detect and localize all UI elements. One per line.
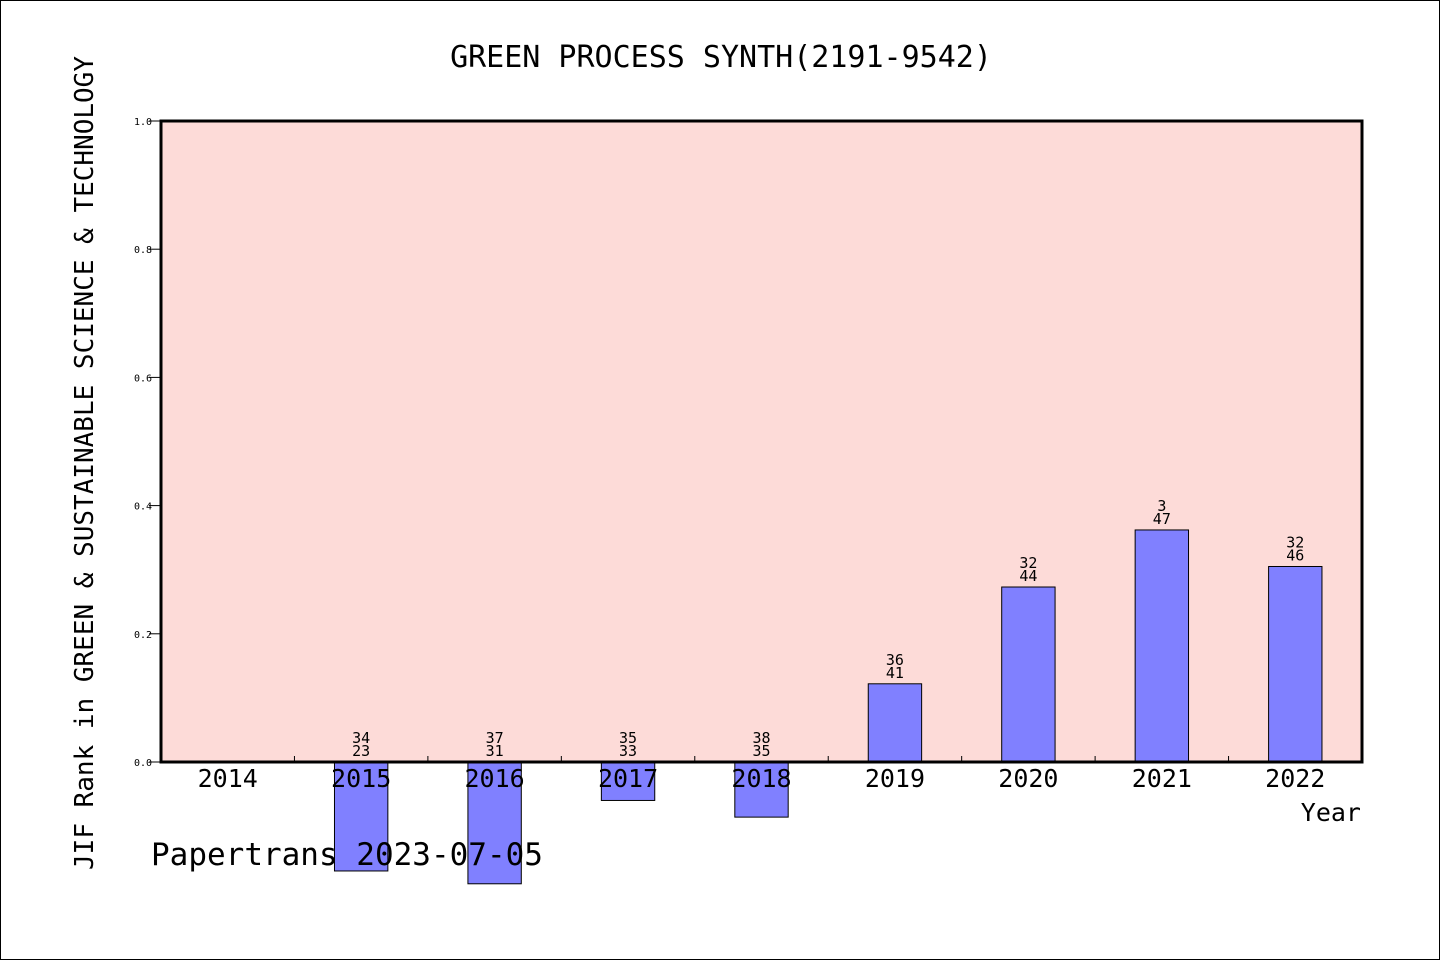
data-label-top: 38 xyxy=(752,729,770,747)
data-label-top: 3 xyxy=(1157,497,1166,515)
data-label-bottom: 47 xyxy=(1153,510,1171,528)
data-label-top: 32 xyxy=(1019,554,1037,572)
data-label-bottom: 41 xyxy=(886,664,904,682)
y-tick-label: 1.0 xyxy=(134,117,152,128)
y-axis-label: JIF Rank in GREEN & SUSTAINABLE SCIENCE … xyxy=(70,56,100,870)
x-tick-label: 2014 xyxy=(198,764,258,793)
plot-border xyxy=(159,119,1364,764)
data-label-top: 32 xyxy=(1286,533,1304,551)
data-label-bottom: 44 xyxy=(1019,567,1037,585)
bar-2019 xyxy=(867,683,923,763)
data-label-top: 34 xyxy=(352,729,370,747)
data-label-bottom: 46 xyxy=(1286,546,1304,564)
x-tick-label: 2022 xyxy=(1265,764,1325,793)
data-label-bottom: 31 xyxy=(486,742,504,760)
y-tick-label: 0.0 xyxy=(134,758,152,769)
chart-title: GREEN PROCESS SYNTH(2191-9542) xyxy=(450,40,992,75)
data-label-bottom: 33 xyxy=(619,742,637,760)
ticks-group: 0.0 0.2 0.4 0.6 0.8 1.0 2014 2015 2016 2017 2018 20… xyxy=(134,117,1325,793)
y-tick-label: 0.6 xyxy=(134,373,152,384)
x-tick-label: 2019 xyxy=(865,764,925,793)
bar-2018 xyxy=(734,761,789,818)
y-tick-label: 0.2 xyxy=(134,630,152,641)
x-tick-label: 2018 xyxy=(731,764,791,793)
bar-2017 xyxy=(600,761,656,801)
bars-group xyxy=(333,529,1323,885)
bar-2015 xyxy=(333,761,389,872)
data-label-bottom: 35 xyxy=(752,742,770,760)
data-label-top: 36 xyxy=(886,651,904,669)
data-label-top: 35 xyxy=(619,729,637,747)
x-tick-label: 2017 xyxy=(598,764,658,793)
x-tick-label: 2016 xyxy=(465,764,525,793)
x-axis-label: Year xyxy=(1301,798,1361,827)
bar-2022 xyxy=(1268,565,1323,763)
y-tick-label: 0.8 xyxy=(134,245,152,256)
data-label-bottom: 23 xyxy=(352,742,370,760)
x-tick-label: 2021 xyxy=(1132,764,1192,793)
watermark-text: Papertrans 2023-07-05 xyxy=(151,837,543,873)
x-tick-label: 2015 xyxy=(331,764,391,793)
bar-2020 xyxy=(1001,586,1056,763)
y-tick-label: 0.4 xyxy=(134,502,152,513)
bar-2021 xyxy=(1134,529,1190,763)
x-tick-label: 2020 xyxy=(998,764,1058,793)
data-label-top: 37 xyxy=(486,729,504,747)
